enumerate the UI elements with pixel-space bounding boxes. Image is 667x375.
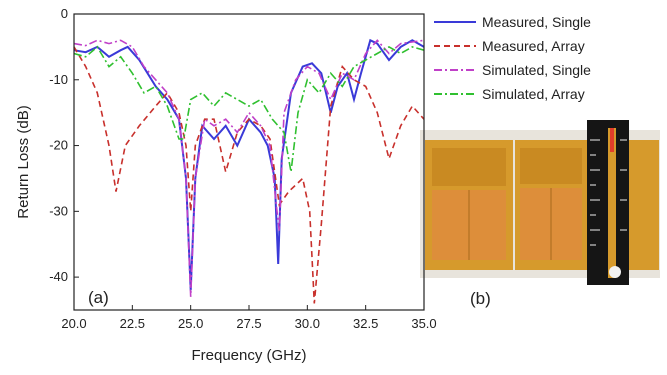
y-tick-label: -30	[49, 203, 68, 218]
x-tick-label: 35.0	[411, 316, 436, 331]
ticks-layer: 20.0 22.5 25.0 27.5 30.0 32.5 35.0 0 -10 -20 -30 -4…	[49, 6, 436, 331]
legend-label-2: Measured, Array	[482, 38, 585, 54]
x-tick-label: 32.5	[353, 316, 378, 331]
antenna-photo	[420, 120, 660, 285]
y-axis-title: Return Loss (dB)	[15, 105, 32, 218]
legend: Measured, Single Measured, Array Simulated…	[434, 14, 591, 102]
panel-label-a: (a)	[88, 288, 109, 307]
y-tick-label: -20	[49, 138, 68, 153]
series-layer	[73, 38, 425, 304]
x-tick-label: 22.5	[120, 316, 145, 331]
plot-frame	[73, 13, 425, 311]
panel-label-b: (b)	[470, 289, 491, 308]
y-tick-label: -40	[49, 269, 68, 284]
y-tick-label: 0	[61, 6, 68, 21]
x-tick-label: 25.0	[178, 316, 203, 331]
series-line-3	[73, 39, 425, 297]
series-line-4	[73, 45, 425, 173]
legend-label-1: Measured, Single	[482, 14, 591, 30]
legend-label-4: Simulated, Array	[482, 86, 585, 102]
series-line-1	[73, 38, 425, 291]
y-tick-label: -10	[49, 72, 68, 87]
x-tick-label: 30.0	[295, 316, 320, 331]
x-tick-label: 27.5	[236, 316, 261, 331]
x-tick-label: 20.0	[61, 316, 86, 331]
series-line-2	[73, 46, 425, 304]
legend-label-3: Simulated, Single	[482, 62, 591, 78]
x-axis-title: Frequency (GHz)	[191, 347, 306, 364]
